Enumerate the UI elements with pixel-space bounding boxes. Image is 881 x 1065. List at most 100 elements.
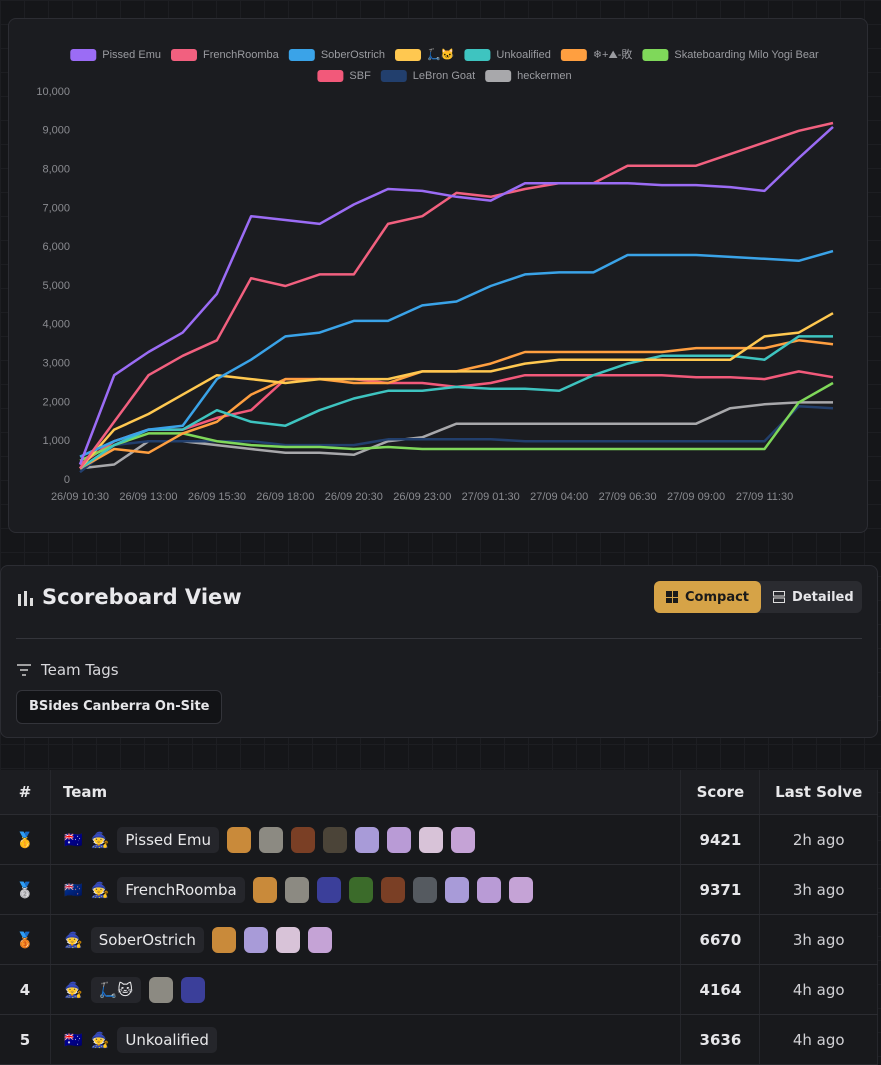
team-name[interactable]: 🛴🐱 [90,976,142,1003]
chart-icon [18,591,33,606]
badge [380,876,405,903]
legend-swatch [70,49,97,61]
badge [211,926,236,953]
series-line [79,249,834,458]
legend-label: LeBron Goat [413,70,475,82]
badge [451,826,476,853]
last-solve: 3h ago [759,914,878,965]
legend-item[interactable]: Unkoalified [464,49,551,61]
avatar: 🧙 [64,930,83,949]
header: Last Solve [759,770,878,815]
x-tick-label: 26/09 23:00 [393,491,451,503]
legend-label: 🛴🐱 [427,48,455,61]
y-tick-label: 1,000 [42,435,70,447]
legend-label: Unkoalified [496,49,550,61]
series-line [79,370,834,466]
series-line [78,121,834,470]
y-tick-label: 0 [64,474,70,486]
legend-item[interactable]: FrenchRoomba [170,49,280,61]
row[interactable]: 5 🇦🇺 🧙 Unkoalified 3636 4h ago [0,1014,878,1065]
badge [291,826,316,853]
legend-label: ❄+⛰-敗 [593,47,633,61]
legend-swatch [642,49,669,61]
series-line [79,381,834,462]
badge [259,826,284,853]
scoreboard-table: # Team Score Last Solve 🥇 🇦🇺 🧙 Pissed Emu … [0,770,878,1065]
button-label: Detailed [792,589,854,605]
last-solve: 2h ago [759,814,878,865]
legend-item[interactable]: heckermen [485,70,572,82]
badge [508,876,533,903]
y-tick-label: 3,000 [42,358,70,370]
legend-label: heckermen [517,70,571,82]
y-tick-label: 6,000 [42,241,70,253]
series-line [79,405,834,474]
series-line [79,312,834,470]
x-tick-label: 26/09 13:00 [119,491,177,503]
legend-label: Pissed Emu [102,49,161,61]
avatar: 🧙 [90,1030,110,1049]
legend-item[interactable]: SBF [317,70,371,82]
team-name[interactable]: FrenchRoomba [117,876,245,903]
avatar: 🧙 [90,830,110,849]
legend-swatch [170,49,197,61]
row[interactable]: 🥈 🇳🇿 🧙 FrenchRoomba 9371 3h ago [0,864,878,915]
legend-label: SBF [349,70,371,82]
badge [387,826,412,853]
score: 4164 [680,964,761,1015]
score: 9371 [680,864,761,915]
legend-label: FrenchRoomba [203,49,280,61]
compact-button[interactable]: Compact [654,581,762,613]
y-tick-label: 10,000 [36,86,70,98]
last-solve: 4h ago [759,1014,878,1065]
button-label: Compact [685,589,750,605]
row[interactable]: 🥇 🇦🇺 🧙 Pissed Emu 9421 2h ago [0,814,878,865]
badge [355,826,380,853]
badge [243,926,268,953]
header-row: # Team Score Last Solve [0,770,878,815]
legend-item[interactable]: Pissed Emu [70,49,161,61]
detailed-button[interactable]: Detailed [761,581,866,613]
y-tick-label: 7,000 [42,202,70,214]
badge [284,876,309,903]
legend-item[interactable]: ❄+⛰-敗 [560,47,633,61]
divider [16,638,862,639]
y-tick-label: 4,000 [42,319,70,331]
flag: 🇦🇺 [64,830,83,849]
section-title: Scoreboard View [42,585,242,609]
team-name[interactable]: Unkoalified [117,1026,217,1053]
legend-item[interactable]: SoberOstrich [288,49,385,61]
legend-item[interactable]: 🛴🐱 [395,48,455,61]
view-toggle: Compact Detailed [654,581,862,613]
tags-label: Team Tags [41,661,119,679]
row[interactable]: 🥉 🧙 SoberOstrich 6670 3h ago [0,914,878,965]
badge [412,876,437,903]
x-tick-label: 27/09 04:00 [530,491,588,503]
x-tick-label: 26/09 20:30 [325,491,383,503]
legend-swatch [464,49,491,61]
filter-icon [17,664,31,676]
avatar: 🧙 [64,980,83,999]
team-name[interactable]: Pissed Emu [117,826,220,853]
x-tick-label: 26/09 15:30 [188,491,246,503]
badge [252,876,277,903]
x-tick-label: 27/09 11:30 [736,491,793,503]
legend-swatch [380,70,407,82]
series-line [79,335,833,470]
legend-swatch [395,49,422,61]
last-solve: 4h ago [759,964,878,1015]
flag: 🇳🇿 [64,880,83,899]
header: Score [680,770,761,815]
legend-item[interactable]: Skateboarding Milo Yogi Bear [642,49,819,61]
legend-label: SoberOstrich [321,49,385,61]
series-line [78,125,834,465]
last-solve: 3h ago [759,864,878,915]
tag-button[interactable]: BSides Canberra On-Site [16,690,223,724]
x-tick-label: 27/09 01:30 [462,491,520,503]
legend-item[interactable]: LeBron Goat [380,70,475,82]
row[interactable]: 4 🧙 🛴🐱 4164 4h ago [0,964,878,1015]
x-tick-label: 26/09 18:00 [256,491,314,503]
team-name[interactable]: SoberOstrich [90,926,204,953]
y-tick-label: 9,000 [42,125,70,137]
